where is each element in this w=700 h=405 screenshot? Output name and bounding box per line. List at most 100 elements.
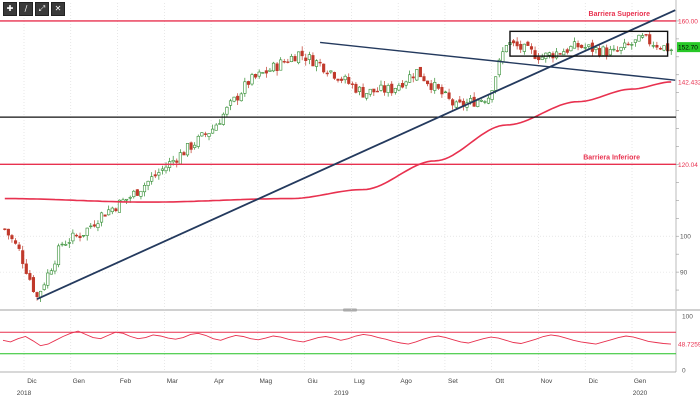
candle-down: [400, 83, 405, 88]
candle-up: [623, 42, 627, 49]
month-tick-label: Lug: [354, 378, 365, 385]
candle-up: [297, 51, 301, 64]
candle-down: [580, 44, 584, 48]
candle-up: [504, 45, 508, 53]
price-tick-label: 90: [680, 270, 688, 277]
candle-up: [99, 212, 104, 223]
year-tick-label: 2020: [633, 390, 648, 397]
candle-down: [458, 99, 462, 103]
candle-down: [411, 76, 415, 79]
ma-value-bg: [677, 76, 700, 87]
year-tick-label: 2018: [17, 390, 32, 397]
candle-down: [311, 55, 315, 67]
candle-up: [469, 98, 473, 103]
candle-up: [329, 70, 333, 73]
candle-up: [239, 93, 243, 102]
candle-down: [336, 78, 340, 81]
close-icon[interactable]: ✕: [51, 2, 65, 16]
candle-down: [648, 34, 652, 45]
candle-up: [397, 85, 401, 91]
candle-down: [390, 83, 394, 94]
ma-value: 142.4323: [678, 79, 700, 86]
candle-up: [443, 91, 448, 93]
candle-down: [512, 40, 516, 44]
candle-down: [375, 90, 379, 93]
candle-up: [207, 133, 211, 137]
candle-up: [160, 168, 164, 171]
candle-up: [572, 41, 577, 49]
month-tick-label: Mar: [167, 378, 179, 385]
candle-up: [522, 43, 526, 52]
last-price-value-bg: [677, 42, 700, 53]
zoom-icon[interactable]: ⤢: [35, 2, 49, 16]
draw-line-icon[interactable]: ∕: [19, 2, 33, 16]
month-tick-label: Ott: [495, 378, 504, 385]
candle-up: [393, 88, 397, 93]
candle-down: [74, 234, 79, 237]
candle-down: [10, 235, 14, 240]
candle-down: [153, 174, 157, 177]
candle-up: [479, 99, 483, 102]
candle-down: [325, 72, 329, 75]
candle-up: [583, 47, 587, 49]
candle-up: [96, 223, 100, 228]
falling-trendline: [320, 41, 676, 81]
candle-up: [261, 72, 265, 74]
candle-up: [637, 34, 641, 42]
candle-up: [594, 47, 598, 50]
candle-up: [221, 113, 225, 125]
consolidation-box: [509, 30, 669, 57]
candle-down: [189, 142, 193, 150]
candle-down: [350, 83, 354, 85]
candle-down: [615, 50, 620, 52]
crosshair-icon[interactable]: ✚: [3, 2, 17, 16]
candle-up: [214, 124, 218, 131]
month-tick-label: Gen: [634, 378, 647, 385]
candle-up: [601, 46, 605, 56]
candle-up: [555, 51, 559, 59]
candle-up: [243, 81, 247, 94]
candle-up: [218, 123, 222, 125]
candle-down: [519, 43, 523, 50]
candle-up: [343, 75, 347, 81]
month-tick-label: Nov: [541, 378, 553, 385]
upper-barrier-value-bg: [677, 15, 700, 26]
last-price-value: 152.70: [678, 45, 698, 52]
candle-down: [526, 41, 530, 46]
candle-down: [576, 43, 580, 48]
candle-up: [150, 176, 154, 182]
candle-up: [211, 128, 215, 134]
candle-up: [612, 48, 616, 51]
candle-down: [31, 277, 36, 292]
candle-up: [64, 244, 68, 246]
candle-down: [605, 47, 609, 57]
candle-down: [17, 244, 21, 249]
candle-down: [436, 84, 440, 89]
candle-down: [658, 48, 663, 50]
candle-up: [415, 69, 419, 81]
candle-down: [103, 214, 107, 217]
candle-up: [501, 51, 505, 62]
chart-toolbar: ✚ ∕ ⤢ ✕: [3, 2, 65, 16]
candle-up: [662, 45, 666, 51]
candle-up: [228, 100, 233, 106]
candle-up: [82, 235, 86, 237]
rsi-tick-label: 100: [682, 314, 693, 321]
candle-up: [89, 225, 93, 228]
candle-up: [547, 52, 551, 56]
candle-up: [608, 49, 612, 56]
candle-down: [318, 61, 322, 64]
candle-down: [644, 34, 648, 36]
candle-up: [257, 71, 261, 77]
rsi-last-value-bg: [677, 339, 700, 350]
candle-down: [655, 44, 659, 48]
candle-up: [53, 263, 57, 272]
candle-down: [340, 78, 344, 81]
candle-down: [451, 99, 455, 106]
candle-down: [383, 85, 387, 93]
candle-down: [597, 47, 602, 57]
rsi-last-value: 48.7259: [678, 342, 700, 349]
candle-up: [486, 97, 491, 104]
candle-down: [565, 49, 569, 53]
